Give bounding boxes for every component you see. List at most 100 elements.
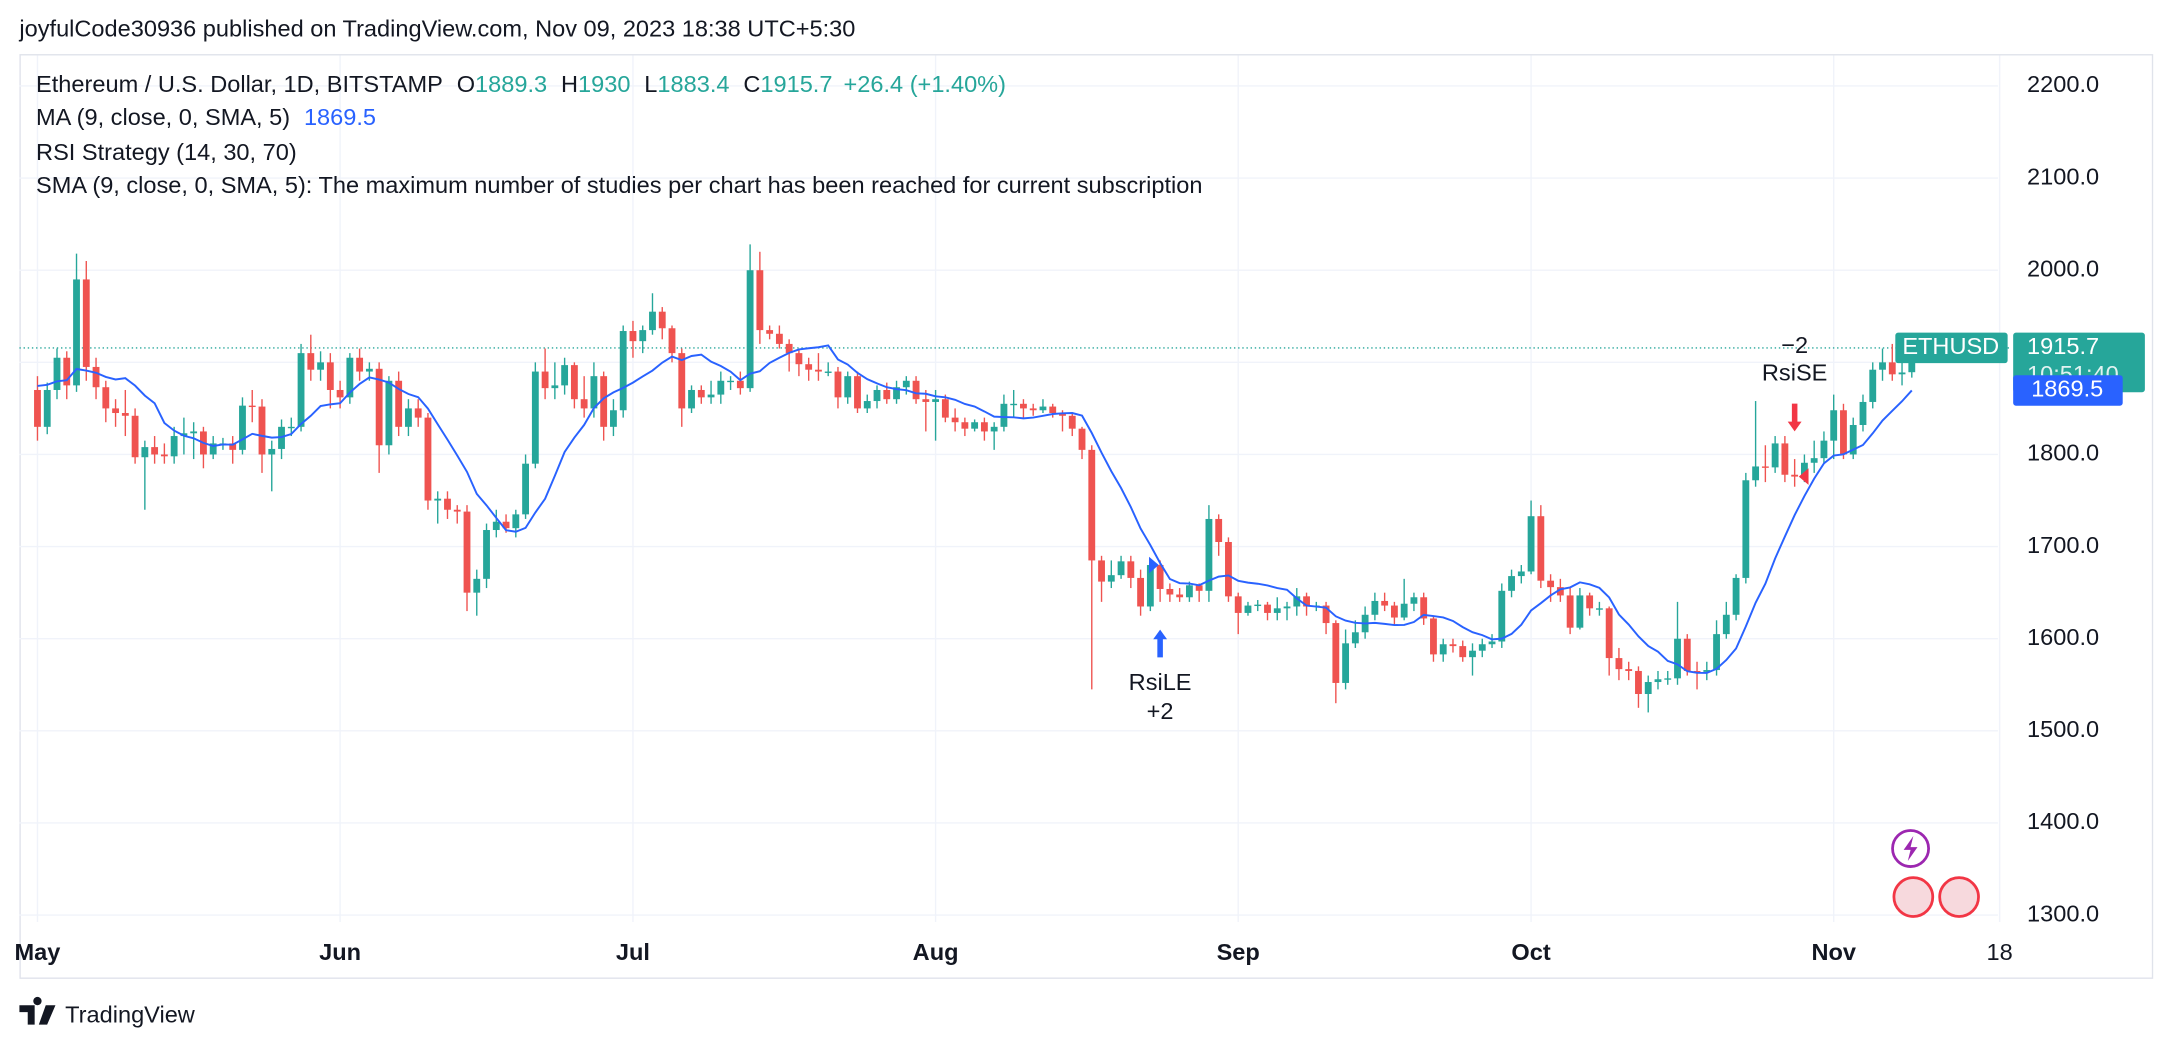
candle-body (1381, 600, 1389, 606)
candle-body (1615, 658, 1623, 670)
candle-body (844, 376, 852, 398)
candle-body (912, 380, 920, 400)
candle-body (775, 333, 783, 344)
overlay: RsiLE +2 RsiSE−2 Ethereum / U.S. Dollar, 1D… (36, 71, 2145, 724)
candle-body (893, 387, 900, 400)
candle-body (102, 387, 110, 409)
candle-body (287, 426, 295, 429)
candle-body (92, 366, 100, 388)
candle-body (1371, 600, 1379, 615)
candle-body (1166, 588, 1174, 595)
candle-body (414, 408, 422, 418)
candle-body (1605, 608, 1613, 659)
legend-item: RSI Strategy (14, 30, 70) (36, 139, 297, 165)
candle-body (1556, 587, 1564, 596)
chart-frame (19, 54, 2154, 979)
candle-body (1234, 596, 1242, 613)
candle-body (141, 447, 149, 458)
candle-body (1029, 408, 1037, 411)
y-tick-label: 1600.0 (2027, 624, 2099, 650)
candle-body (1146, 565, 1154, 607)
candle-body (463, 511, 471, 593)
legend-item: +26.4 (+1.40%) (844, 71, 1006, 97)
candle-body (483, 530, 490, 579)
indicator-icons (1891, 829, 1980, 918)
candle-body (1635, 670, 1642, 695)
legend-item: MA (9, close, 0, SMA, 5) (36, 104, 290, 130)
candle-body (1713, 634, 1720, 671)
candle-body (941, 399, 949, 418)
candle-body (1576, 595, 1584, 628)
candle-body (756, 270, 764, 331)
candle-body (1478, 644, 1486, 651)
candle-body (922, 399, 930, 402)
grid: 1300.01400.01500.01600.01700.01800.01900… (15, 55, 2099, 965)
y-tick-label: 1800.0 (2027, 440, 2099, 466)
event-flag (1892, 876, 1935, 918)
candle-body (707, 394, 715, 398)
x-tick-label: Sep (1217, 939, 1260, 965)
candle-body (883, 389, 891, 400)
candle-body (1283, 606, 1291, 609)
signal-marker (1798, 468, 1809, 485)
candle-body (1703, 670, 1711, 672)
candle-body (307, 353, 315, 370)
candle-body (639, 330, 647, 342)
candle-body (805, 364, 813, 370)
candle-body (1176, 594, 1184, 598)
candle-body (151, 447, 159, 455)
ma-line (37, 344, 1913, 674)
candle-body (1390, 605, 1398, 618)
candle-body (229, 443, 237, 450)
candle-body (1137, 577, 1145, 607)
candle-body (541, 371, 549, 389)
alert-bolt (1903, 836, 1918, 862)
candle-body (1586, 595, 1594, 609)
candle-body (1664, 678, 1672, 680)
candle-body (190, 431, 198, 434)
symbol-tag (1895, 332, 2008, 364)
candle-body (746, 270, 754, 389)
candle-body (73, 279, 80, 386)
candle-body (980, 422, 988, 432)
candle-body (170, 436, 178, 457)
candle-body (717, 380, 725, 395)
candle-body (336, 389, 344, 398)
candle-body (678, 353, 686, 409)
candle-body (473, 578, 481, 593)
candle-body (951, 417, 959, 423)
candle-body (248, 405, 256, 408)
candle-body (1195, 585, 1203, 591)
candle-body (1420, 597, 1428, 619)
candle-body (610, 410, 617, 427)
candle-body (1264, 604, 1271, 613)
candle-body (1547, 580, 1555, 588)
candle-body (1225, 541, 1232, 597)
candle-body (1351, 632, 1359, 644)
legend-item: 1869.5 (304, 104, 376, 130)
candle-body (395, 380, 403, 427)
candle-body (1566, 595, 1574, 628)
candle-body (326, 362, 334, 390)
candle-body (1508, 576, 1515, 591)
candle-body (971, 422, 979, 429)
signal-qty: −2 (1781, 332, 1808, 358)
candle-body (1254, 604, 1262, 607)
candle-body (961, 422, 969, 429)
candle-body (629, 331, 637, 342)
candle-body (1761, 466, 1769, 468)
candle-body (570, 365, 578, 400)
candle-body (727, 380, 734, 383)
candle-body (766, 330, 774, 334)
plot (19, 244, 2011, 713)
candle-body (1459, 646, 1467, 658)
candle-body (580, 399, 588, 409)
x-tick-label: Nov (1811, 939, 1856, 965)
legend-item: C (743, 71, 760, 97)
legend-item: 1883.4 (657, 71, 729, 97)
candle-body (1732, 577, 1740, 615)
legend-item: H (561, 71, 578, 97)
candle-body (522, 463, 529, 515)
